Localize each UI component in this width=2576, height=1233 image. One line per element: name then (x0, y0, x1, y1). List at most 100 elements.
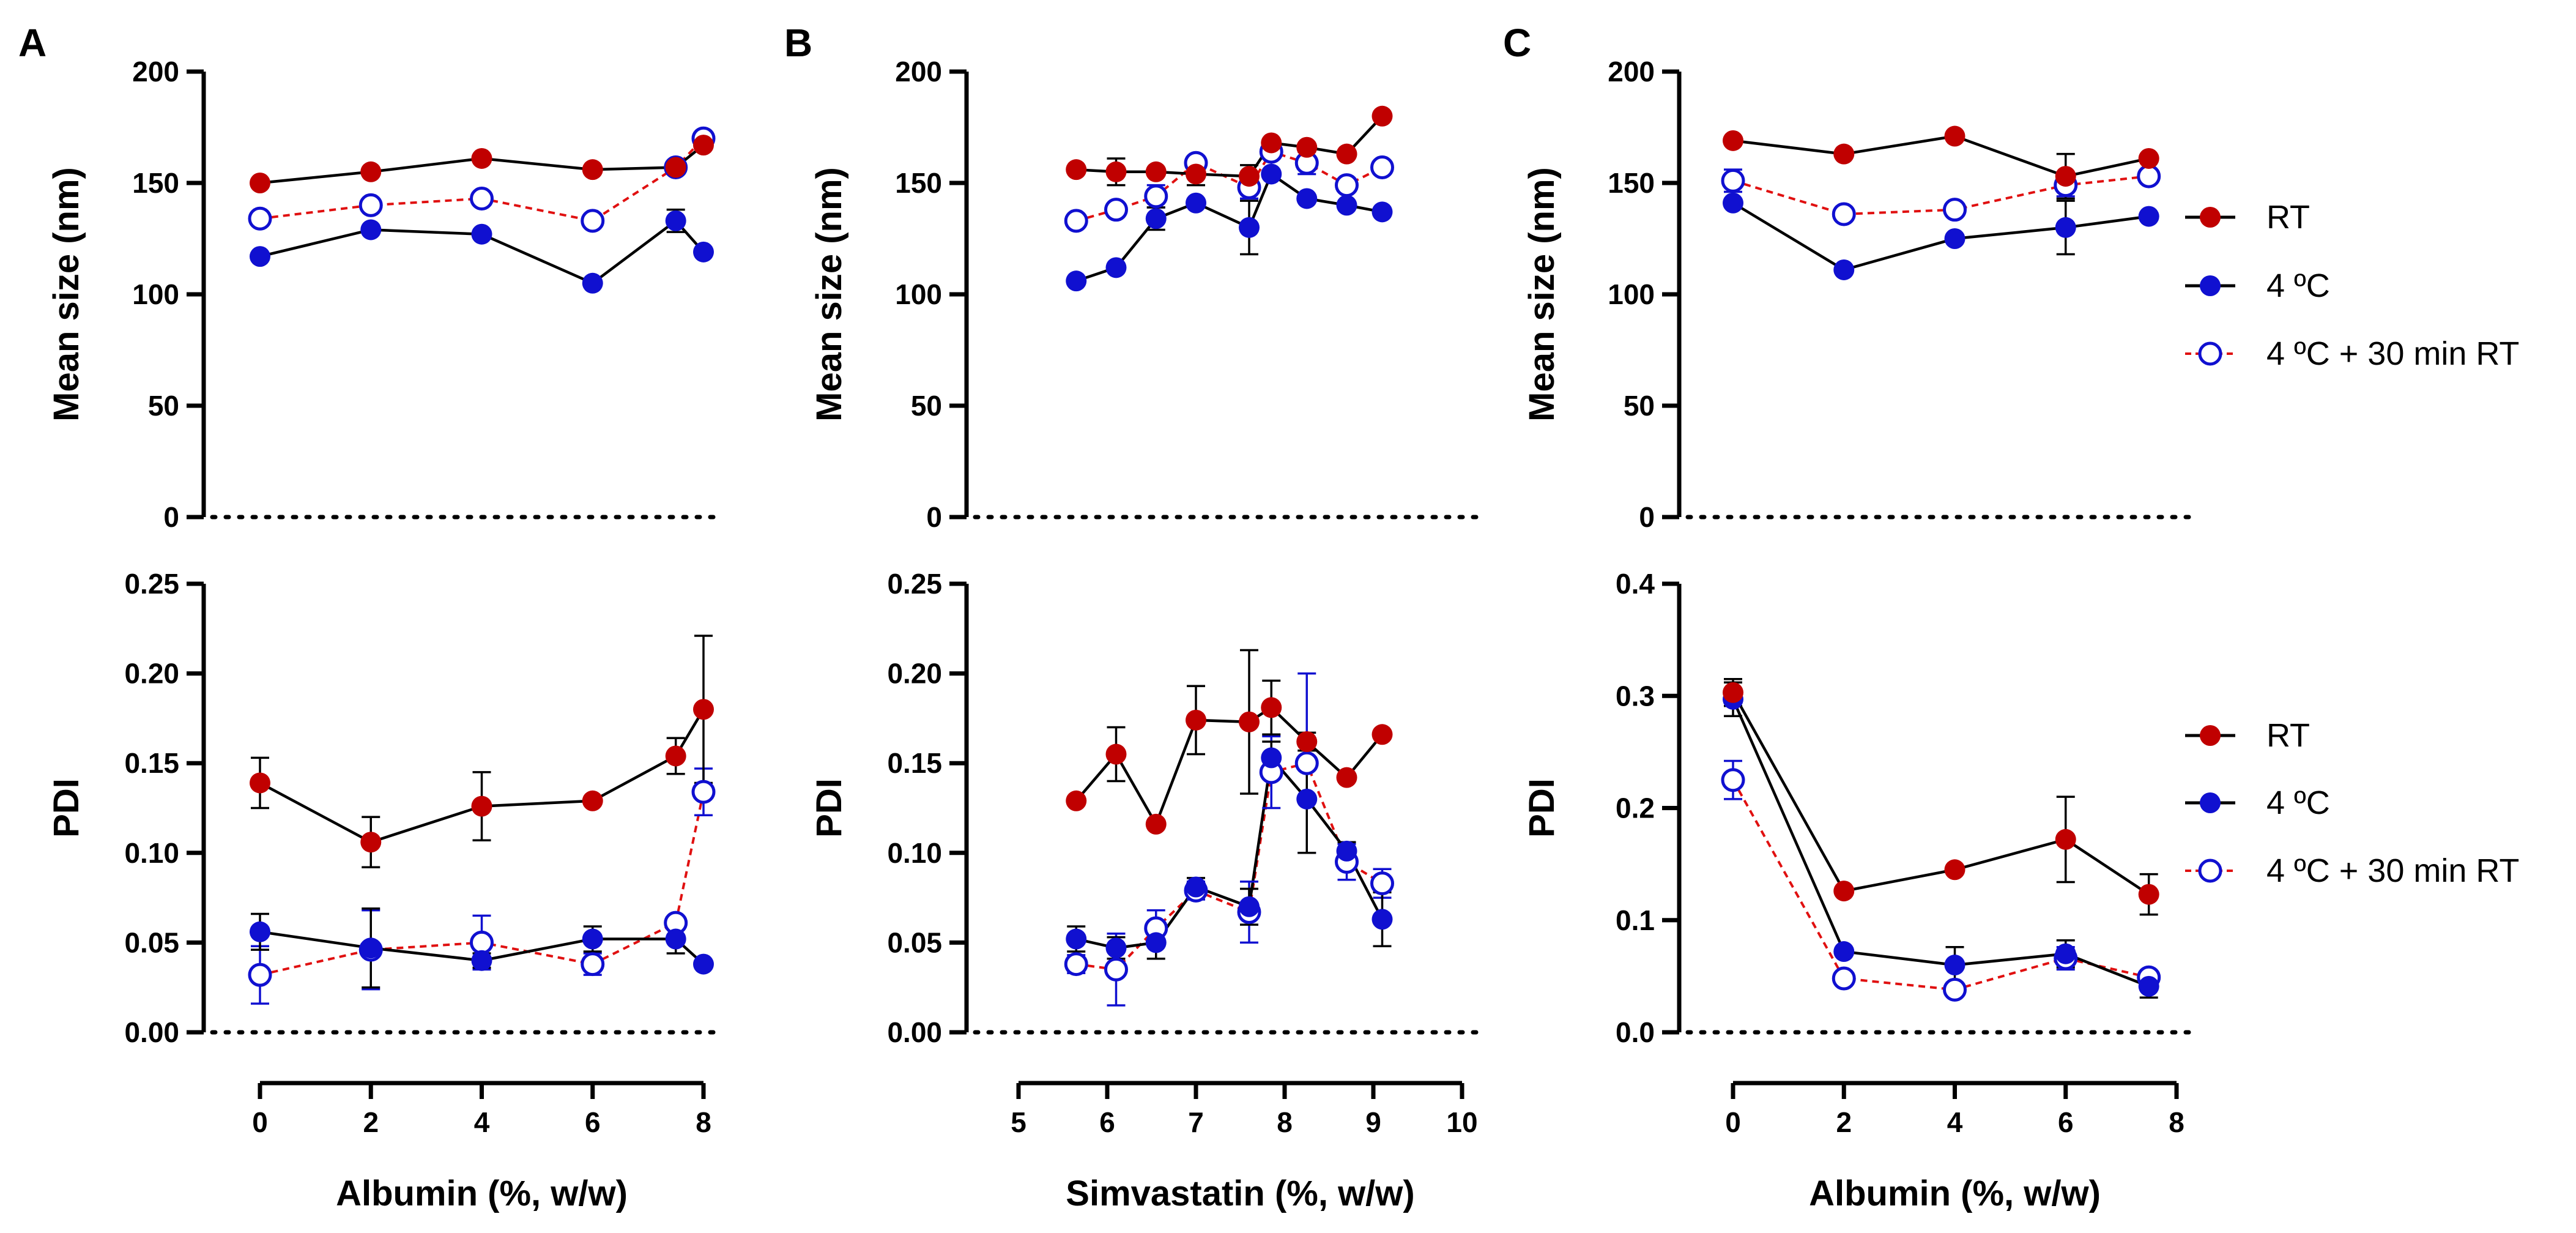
series-line-c4rt (259, 791, 705, 977)
data-point-c4 (1145, 208, 1167, 229)
data-point-c4 (665, 210, 686, 231)
y-tick-label: 50 (1624, 390, 1655, 422)
y-tick-label: 0.00 (887, 1016, 942, 1048)
data-point-c4 (1336, 195, 1357, 216)
data-point-c4 (1372, 909, 1393, 930)
data-point-c4rt (470, 186, 494, 210)
data-point-c4 (582, 272, 603, 294)
y-tick-label: 0.10 (124, 837, 179, 869)
y-tick-label: 100 (132, 278, 179, 310)
data-point-rt (250, 772, 270, 794)
data-point-c4 (250, 921, 270, 942)
y-tick-label: 200 (1608, 56, 1655, 88)
data-point-rt (1336, 767, 1357, 788)
data-point-c4rt (1104, 957, 1128, 982)
data-point-c4 (1066, 928, 1087, 950)
data-point-c4 (471, 950, 492, 971)
data-point-rt (1372, 105, 1393, 127)
series-line-c4rt (1075, 150, 1383, 222)
data-point-c4 (1723, 192, 1743, 214)
data-point-rt (2055, 829, 2076, 850)
x-tick-label: 2 (1836, 1106, 1852, 1138)
data-point-rt (1944, 859, 1965, 881)
data-point-c4rt (248, 963, 272, 987)
data-point-rt (1105, 743, 1127, 765)
data-point-c4rt (691, 780, 716, 804)
y-tick-label: 150 (132, 167, 179, 199)
series-line-rt (1732, 135, 2150, 178)
data-point-rt (1833, 881, 1855, 902)
data-point-c4 (665, 928, 686, 950)
data-point-rt (1145, 161, 1167, 182)
x-axis-label: Albumin (%, w/w) (1809, 1174, 2101, 1213)
data-point-rt (471, 147, 492, 169)
y-tick-label: 0.0 (1616, 1016, 1655, 1048)
data-point-c4 (360, 219, 382, 240)
data-point-rt (1145, 813, 1167, 835)
y-tick-label: 0.3 (1616, 680, 1655, 712)
data-point-rt (1186, 163, 1206, 185)
data-point-rt (1723, 130, 1743, 151)
data-point-rt (582, 159, 603, 181)
data-point-c4 (1261, 163, 1282, 185)
data-point-c4rt (1144, 184, 1168, 209)
data-point-c4 (1239, 896, 1260, 917)
chart-b-bottom: 0.00 0.05 0.10 0.15 0.20 0.25 PDI 5 6 7 8 9 10 Simvas… (809, 568, 1483, 1213)
data-point-c4rt (470, 930, 494, 955)
data-point-c4 (2138, 975, 2159, 997)
chart-c-bottom: 0.0 0.1 0.2 0.3 0.4 PDI 0 2 4 6 8 Albumin (%, w/w) (1522, 568, 2197, 1213)
y-axis-label: Mean size (nm) (46, 167, 86, 422)
x-tick-label: 4 (1947, 1106, 1963, 1138)
x-tick-label: 8 (2169, 1106, 2184, 1138)
y-tick-label: 0.4 (1616, 568, 1655, 600)
data-point-c4 (1186, 876, 1206, 898)
data-point-rt (1723, 682, 1743, 703)
legend-bottom-c4rt-label: 4 ºC + 30 min RT (2266, 852, 2519, 889)
data-point-c4 (1296, 188, 1318, 209)
data-point-rt (360, 832, 382, 853)
data-point-c4rt (1943, 977, 1967, 1002)
series-line-c4rt (1732, 175, 2149, 215)
data-point-rt (665, 745, 686, 767)
legend-bottom-rt-marker (2200, 725, 2221, 746)
chart-a-top: 0 50 100 150 200 Mean size (nm) (46, 56, 724, 533)
data-point-rt (1239, 711, 1260, 732)
panel-label-c: C (1503, 21, 1531, 65)
data-point-c4 (1296, 788, 1318, 810)
data-point-rt (250, 173, 270, 193)
data-point-rt (1336, 143, 1357, 165)
y-tick-label: 50 (911, 390, 942, 422)
y-tick-label: 0.00 (124, 1016, 179, 1048)
data-point-rt (1105, 161, 1127, 182)
data-point-c4rt (1721, 768, 1745, 792)
data-point-c4 (1105, 937, 1127, 959)
data-point-c4 (582, 928, 603, 950)
legend-top-c4rt-marker (2198, 341, 2222, 366)
data-point-c4rt (1943, 198, 1967, 222)
x-tick-label: 7 (1188, 1106, 1204, 1138)
y-axis-label: PDI (46, 778, 86, 838)
y-tick-label: 0.20 (887, 658, 942, 690)
y-tick-label: 0 (163, 501, 179, 533)
y-tick-label: 150 (895, 167, 942, 199)
y-tick-label: 0.05 (887, 926, 942, 958)
x-tick-label: 10 (1446, 1106, 1477, 1138)
data-point-c4 (360, 937, 382, 959)
panel-label-a: A (18, 21, 46, 65)
x-tick-label: 2 (363, 1106, 379, 1138)
data-point-c4rt (1370, 871, 1394, 896)
chart-a-bottom: 0.00 0.05 0.10 0.15 0.20 0.25 PDI 0 2 4 6 8 Albumin … (46, 568, 724, 1213)
y-tick-label: 0 (1639, 501, 1655, 533)
data-point-c4rt (581, 209, 605, 233)
data-point-c4 (1066, 270, 1087, 292)
y-tick-label: 0.10 (887, 837, 942, 869)
series-line-c4 (1075, 754, 1384, 950)
data-point-rt (360, 161, 382, 182)
data-point-c4 (471, 223, 492, 245)
data-point-c4 (2138, 206, 2159, 227)
data-point-rt (2138, 147, 2159, 169)
legend-top-rt-label: RT (2266, 199, 2310, 236)
y-tick-label: 200 (895, 56, 942, 88)
data-point-c4 (1833, 259, 1855, 280)
